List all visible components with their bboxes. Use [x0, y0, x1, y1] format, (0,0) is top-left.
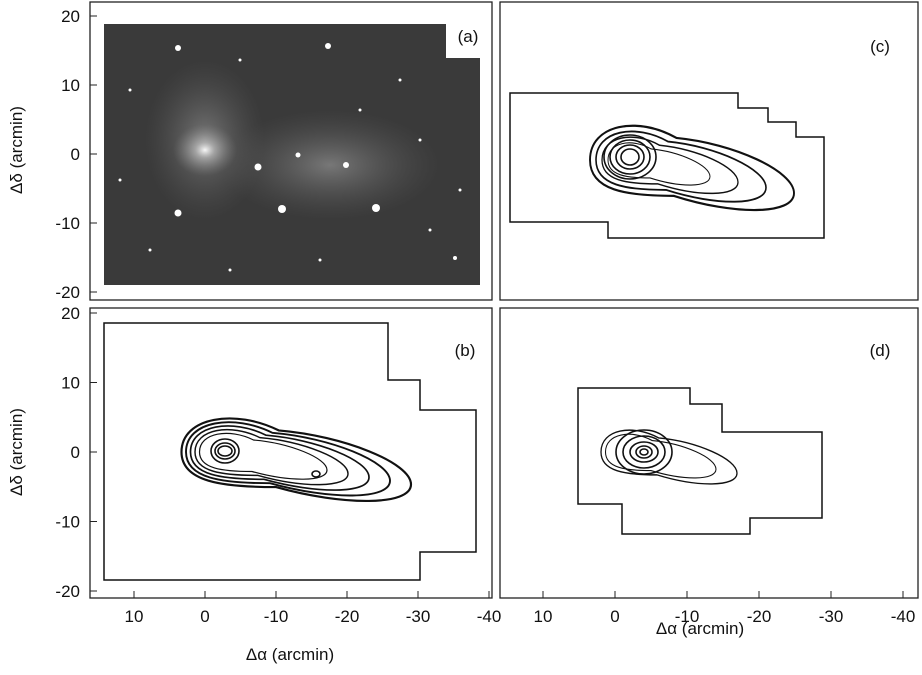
contour — [630, 442, 658, 462]
x-axis-label: Δα (arcmin) — [656, 619, 744, 638]
x-tick-label: -40 — [477, 607, 502, 626]
figure: (a) (c) (b) (d) Δδ (arcmin) Δδ (arcmin) … — [0, 0, 922, 670]
panel-c-frame — [500, 2, 918, 300]
y-tick-label: -20 — [55, 582, 80, 601]
y-tick-label: 0 — [71, 443, 80, 462]
x-tick-label: 10 — [125, 607, 144, 626]
y-tick-label: 10 — [61, 374, 80, 393]
x-tick-label: -10 — [264, 607, 289, 626]
contour — [621, 149, 639, 165]
y-tick-label: 10 — [61, 76, 80, 95]
panel-label: (d) — [870, 341, 891, 360]
y-tick-label: 0 — [71, 145, 80, 164]
x-tick-label: 0 — [200, 607, 209, 626]
x-tick-label: -10 — [675, 607, 700, 626]
x-tick-label: 10 — [534, 607, 553, 626]
survey-boundary — [104, 323, 476, 580]
panel-d-frame — [500, 308, 918, 598]
y-tick-label: -10 — [55, 513, 80, 532]
panel-label: (c) — [870, 37, 890, 56]
contours — [601, 430, 737, 484]
contour — [604, 135, 656, 179]
x-tick-label: -20 — [747, 607, 772, 626]
contours — [182, 418, 412, 500]
y-axis-label: Δδ (arcmin) — [7, 106, 26, 194]
survey-boundary — [578, 388, 822, 534]
panel-label: (b) — [455, 341, 476, 360]
y-tick-label: 20 — [61, 304, 80, 323]
x-tick-label: -30 — [406, 607, 431, 626]
contour — [218, 446, 232, 456]
y-tick-label: -10 — [55, 214, 80, 233]
contour — [640, 449, 648, 455]
contour — [636, 446, 652, 458]
contours — [590, 126, 794, 210]
x-tick-label: -30 — [819, 607, 844, 626]
survey-boundary — [510, 93, 824, 238]
y-tick-label: -20 — [55, 283, 80, 302]
panel-b-frame — [90, 308, 492, 598]
x-tick-label: -40 — [891, 607, 916, 626]
y-axis-label: Δδ (arcmin) — [7, 408, 26, 496]
x-tick-label: 0 — [610, 607, 619, 626]
x-tick-label: -20 — [335, 607, 360, 626]
y-tick-label: 20 — [61, 7, 80, 26]
x-axis-label: Δα (arcmin) — [246, 645, 334, 664]
sky-image — [104, 24, 480, 285]
contour — [312, 471, 320, 477]
panel-label: (a) — [458, 27, 479, 46]
